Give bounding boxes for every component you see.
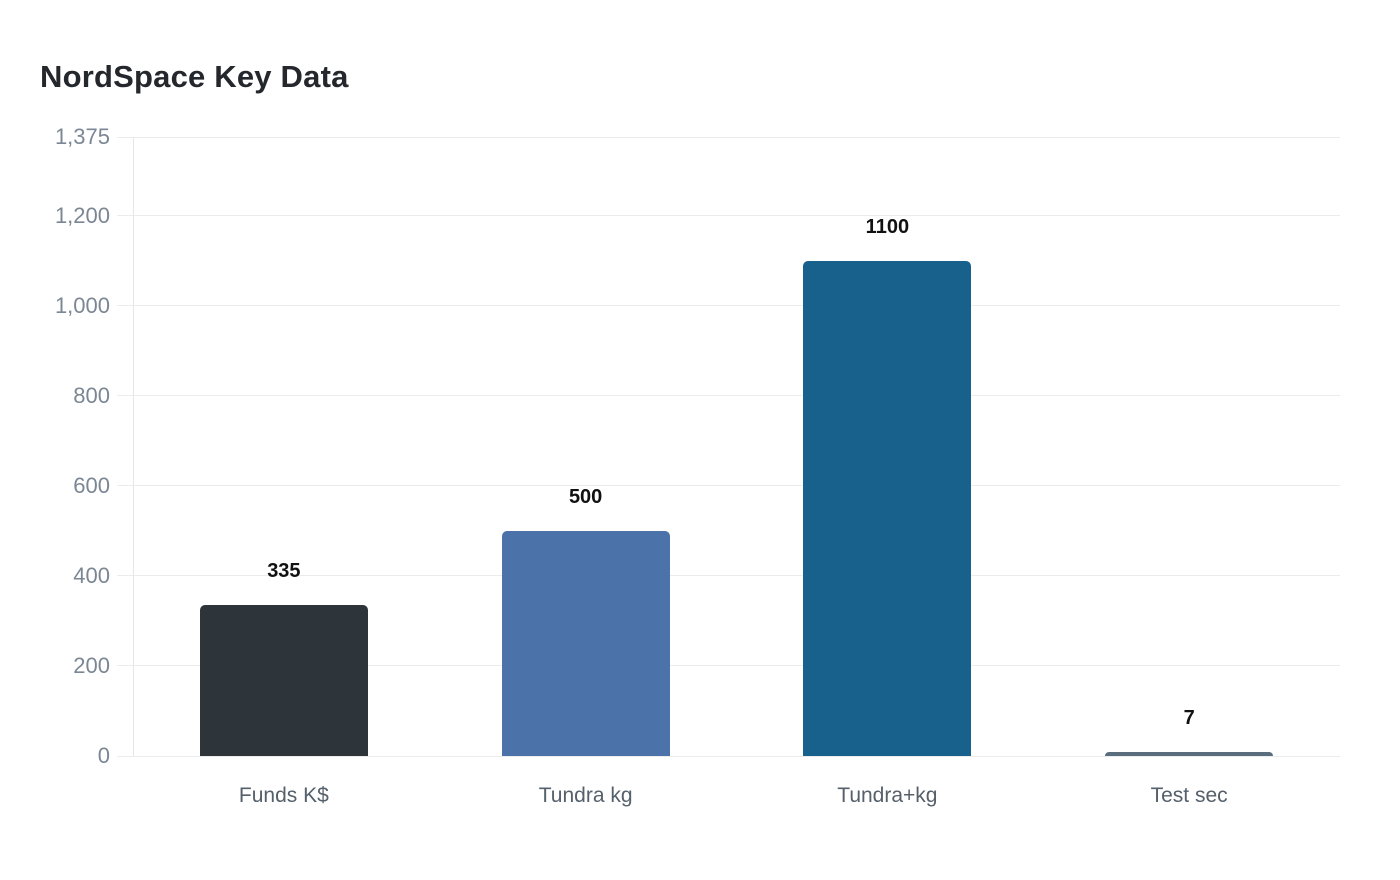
- gridline: [117, 575, 1340, 577]
- gridline: [117, 395, 1340, 397]
- bar-value-label: 1100: [865, 215, 910, 238]
- chart-title: NordSpace Key Data: [40, 59, 349, 94]
- x-axis-category-label: Tundra kg: [538, 784, 633, 807]
- y-axis-line: [133, 137, 134, 756]
- y-axis-tick-label: 1,375: [54, 124, 110, 149]
- gridline: [117, 485, 1340, 487]
- gridline: [117, 755, 1340, 757]
- bar: [1105, 752, 1274, 756]
- y-axis-tick-label: 1,000: [54, 292, 110, 318]
- gridline: [117, 665, 1340, 667]
- gridline: [117, 215, 1340, 217]
- y-axis-tick-label: 400: [73, 562, 110, 588]
- bar-value-label: 500: [568, 485, 603, 508]
- gridline: [117, 136, 1340, 138]
- bar-value-label: 7: [1183, 707, 1195, 729]
- y-axis-tick-label: 200: [73, 652, 110, 678]
- y-axis-tick-label: 600: [73, 472, 110, 498]
- x-axis-category-label: Test sec: [1150, 784, 1228, 807]
- y-axis-tick-label: 800: [73, 382, 110, 408]
- bar: [803, 260, 972, 756]
- bar: [501, 530, 670, 756]
- bar: [199, 605, 368, 756]
- x-axis-category-label: Tundra+kg: [837, 784, 938, 807]
- bar-value-label: 335: [267, 560, 301, 583]
- y-axis-tick-label: 1,200: [54, 202, 110, 228]
- y-axis-tick-label: 0: [97, 743, 110, 768]
- x-axis-category-label: Funds K$: [238, 784, 329, 807]
- gridline: [117, 305, 1340, 307]
